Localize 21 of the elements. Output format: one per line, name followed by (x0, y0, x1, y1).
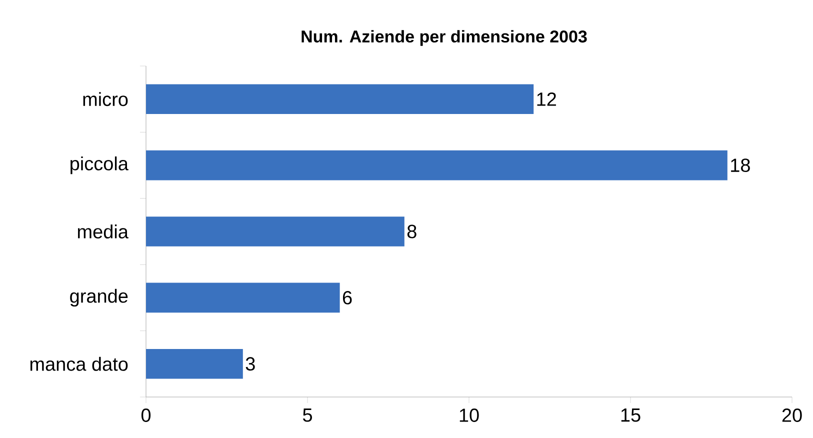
data-label: 12 (537, 92, 556, 106)
x-tick-label: 0 (141, 408, 151, 422)
data-label: 8 (407, 224, 416, 238)
bar (146, 150, 728, 180)
x-tick-label: 10 (460, 408, 479, 422)
x-tick-label: 20 (782, 408, 802, 422)
bar (146, 84, 534, 114)
bar (146, 216, 404, 246)
y-tick-label: manca dato (30, 356, 128, 371)
bar (146, 349, 243, 379)
y-tick-label: piccola (70, 156, 128, 174)
y-tick-label: grande (70, 288, 128, 307)
x-tick-label: 15 (621, 408, 640, 422)
y-tick-label: micro (83, 92, 128, 106)
x-tick-label: 5 (302, 408, 312, 422)
data-label: 6 (342, 290, 352, 304)
bar (146, 282, 340, 313)
chart-title: Num. Aziende per dimensione 2003 (302, 30, 587, 46)
y-tick-label: media (78, 224, 128, 238)
data-label: 3 (246, 357, 255, 371)
data-label: 18 (731, 158, 750, 172)
